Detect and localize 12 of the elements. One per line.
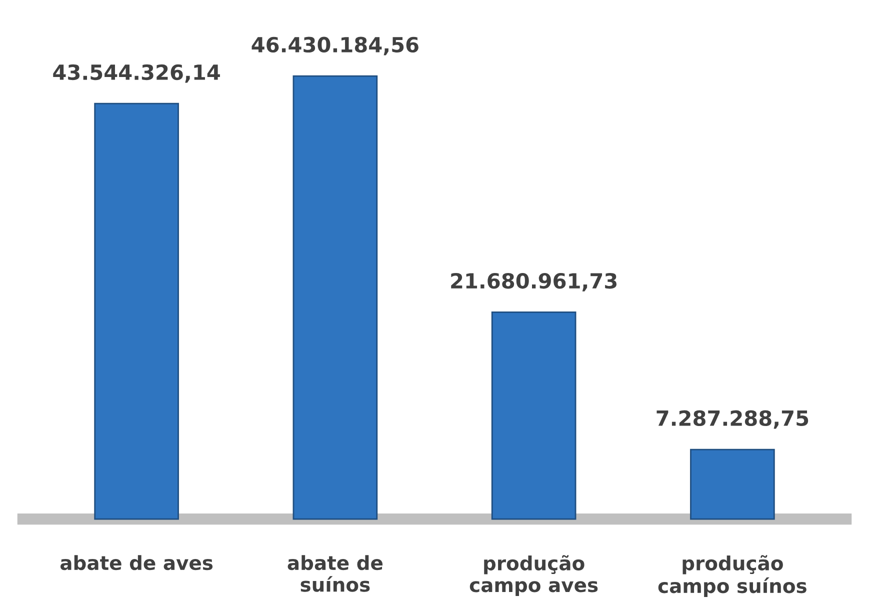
data-label: 46.430.184,56 [252,36,418,56]
data-label: 7.287.288,75 [656,410,808,429]
x-tick-label: abate de suínos [288,555,383,592]
x-tick-label: produção campo suínos [658,555,806,597]
x-tick-label: abate de aves [60,555,213,570]
data-label: 43.544.326,14 [53,64,220,83]
bar [690,448,775,520]
bar [94,102,179,520]
data-label: 21.680.961,73 [451,272,617,292]
bar [491,311,576,520]
bar [292,75,378,520]
x-tick-label: produção campo aves [470,555,598,596]
